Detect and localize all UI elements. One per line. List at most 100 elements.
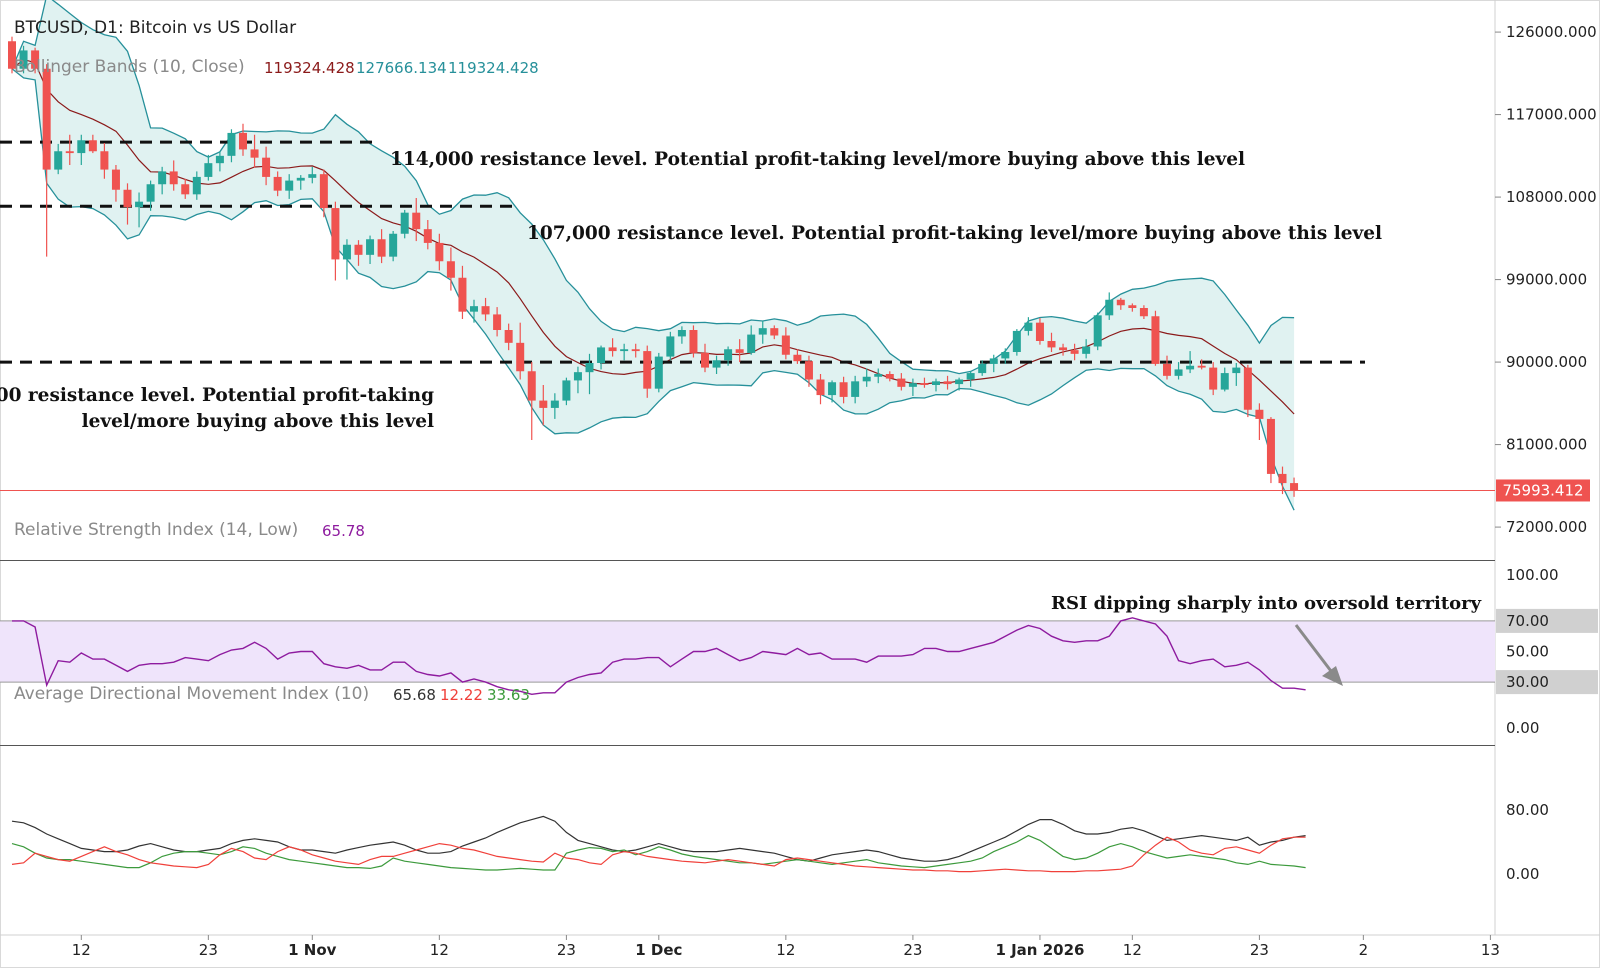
candle (1116, 297, 1125, 310)
candle (146, 180, 155, 211)
candle (296, 175, 305, 190)
rsi-tick-label: 0.00 (1506, 719, 1539, 737)
candle (978, 360, 987, 376)
candle (435, 233, 444, 271)
candle (989, 354, 998, 373)
candle-body (285, 180, 294, 191)
candle (204, 154, 213, 181)
candle-body (654, 356, 663, 389)
candle (677, 326, 686, 344)
candle-body (1082, 346, 1091, 354)
adx-line (11, 815, 1306, 862)
candle (689, 325, 698, 358)
candle (908, 378, 917, 396)
candle-body (908, 383, 917, 387)
candle (1151, 310, 1160, 366)
candle (77, 134, 86, 165)
time-tick-label: 23 (199, 941, 218, 959)
candle-body (677, 330, 686, 337)
candle (1047, 332, 1056, 352)
candle-body (943, 381, 952, 385)
candle (227, 129, 236, 163)
candle-body (204, 163, 213, 177)
candle (1035, 318, 1044, 345)
candle-body (585, 363, 594, 373)
candle-body (1243, 367, 1252, 410)
candle-body (135, 201, 144, 208)
candle (481, 297, 490, 321)
bb-lower-band (11, 68, 1295, 511)
candle-body (366, 239, 375, 255)
price-tick-label: 108000.000 (1506, 188, 1597, 206)
rsi-level-badge (1496, 608, 1598, 633)
candle (88, 134, 97, 154)
candle (319, 169, 328, 218)
candle-body (1232, 367, 1241, 374)
candle-body (273, 176, 282, 191)
candle-body (111, 169, 120, 190)
candle-body (1266, 418, 1275, 474)
price-tick-label: 72000.000 (1506, 518, 1587, 536)
candle (955, 377, 964, 391)
candle-body (262, 157, 271, 177)
rsi-tick-label: 50.00 (1506, 643, 1549, 661)
annotation-107k: 107,000 resistance level. Potential prof… (527, 223, 1382, 244)
candle-body (470, 306, 478, 312)
candle-body (1139, 308, 1148, 317)
candle-body (562, 380, 571, 401)
candle (943, 375, 952, 390)
time-tick-label: 1 Nov (288, 941, 337, 959)
time-tick-label: 23 (557, 941, 576, 959)
candle (215, 151, 224, 172)
candle-body (1197, 365, 1206, 368)
candle-body (331, 208, 340, 260)
candle-body (1116, 299, 1125, 306)
candle-body (1151, 316, 1160, 364)
candle (920, 377, 929, 388)
candle-body (1035, 322, 1044, 341)
rsi-line (12, 617, 1306, 696)
candle-body (215, 155, 224, 164)
candle-body (701, 352, 709, 368)
candle-body (169, 171, 178, 185)
candle-body (516, 342, 525, 372)
candle-body (308, 174, 317, 178)
candle (8, 36, 16, 74)
candle-body (31, 50, 40, 69)
candle (701, 343, 709, 373)
candle (192, 171, 201, 200)
current-price-badge (1496, 479, 1590, 502)
candle-body (955, 379, 964, 385)
candle (816, 374, 825, 405)
candle (539, 385, 548, 426)
candle-body (620, 349, 629, 352)
candle-body (250, 149, 259, 158)
candle-body (458, 277, 467, 312)
candle (897, 373, 906, 391)
time-tick-label: 1 Jan 2026 (995, 941, 1084, 959)
candle-body (804, 361, 813, 380)
candle (423, 220, 432, 250)
rsi-annotation-arrow (1294, 624, 1343, 686)
candle (573, 366, 582, 394)
candle-body (747, 334, 756, 353)
time-tick-label: 12 (72, 941, 91, 959)
candle-body (989, 358, 998, 364)
candle (1163, 355, 1171, 380)
candle (42, 64, 51, 257)
price-tick-label: 90000.000 (1506, 353, 1587, 371)
candle-body (146, 184, 155, 202)
candle (504, 323, 513, 351)
candle-body (978, 363, 987, 374)
candle (597, 345, 606, 370)
annotation-114k: 114,000 resistance level. Potential prof… (390, 149, 1245, 170)
candle-body (643, 351, 652, 389)
candle-body (666, 336, 675, 357)
candle (620, 343, 629, 361)
candle-body (1128, 305, 1137, 308)
candle-body (1047, 341, 1056, 348)
candle (273, 171, 282, 197)
plus-di-line (11, 834, 1306, 871)
candle-body (712, 360, 721, 368)
